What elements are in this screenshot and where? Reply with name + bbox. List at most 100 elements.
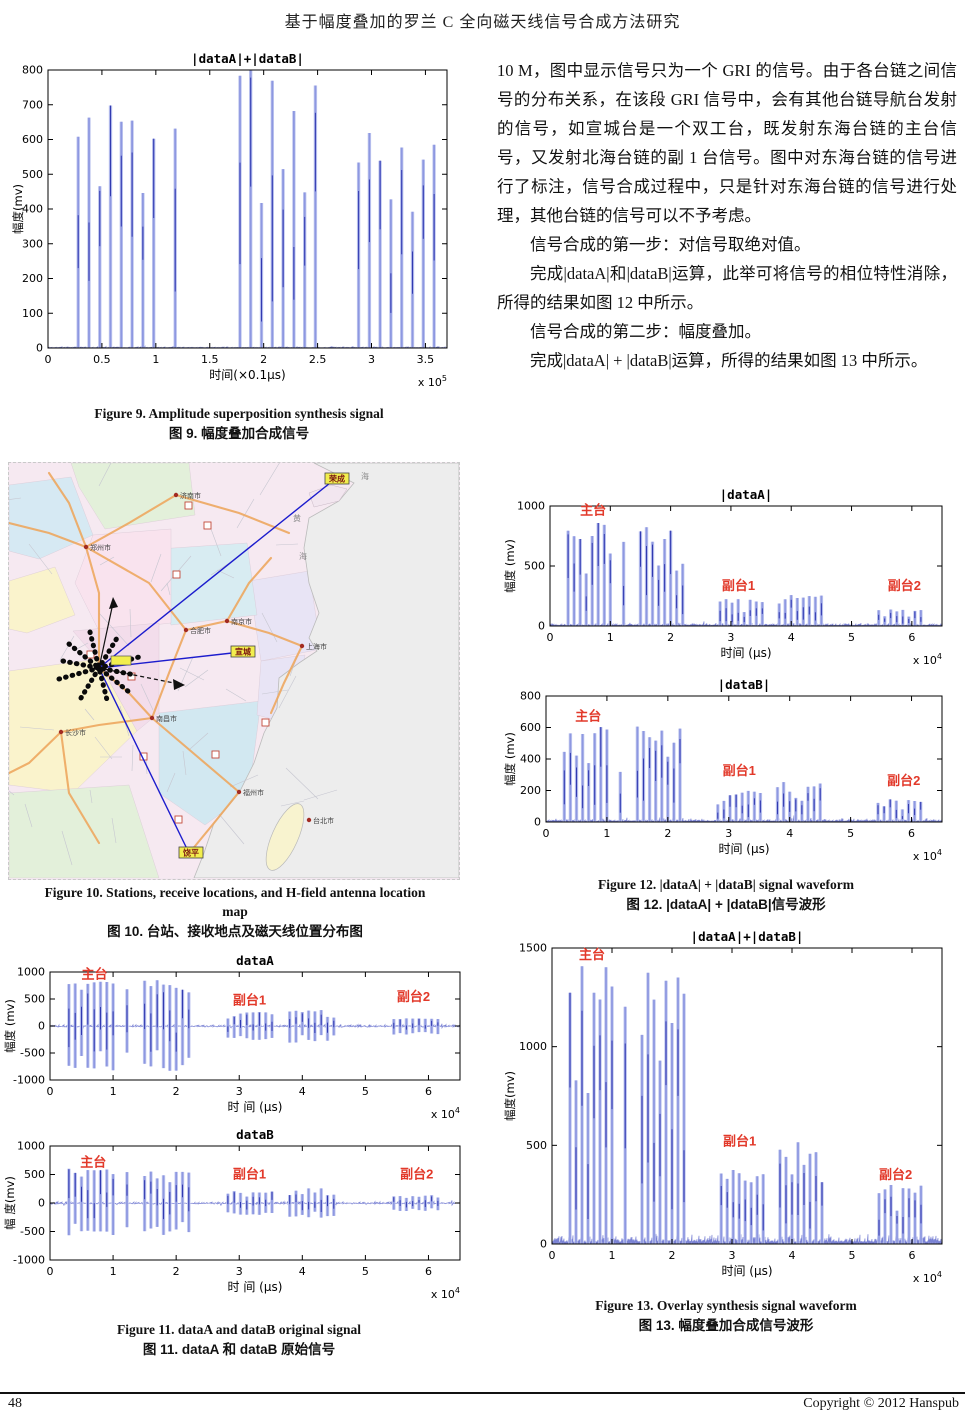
svg-text:0: 0 (540, 1238, 547, 1251)
svg-text:福州市: 福州市 (243, 788, 264, 797)
svg-text:3: 3 (368, 353, 375, 366)
svg-text:2.5: 2.5 (309, 353, 327, 366)
svg-text:3: 3 (729, 1249, 736, 1262)
article-paragraph-4: 信号合成的第二步：幅度叠加。 (530, 322, 761, 341)
svg-text:dataB: dataB (236, 1127, 274, 1142)
svg-text:100: 100 (22, 307, 43, 320)
fig11-caption-zh: 图 11. dataA 和 dataB 原始信号 (142, 1342, 336, 1357)
svg-text:海: 海 (361, 471, 369, 481)
svg-text:6: 6 (909, 1249, 916, 1262)
svg-text:0: 0 (47, 1265, 54, 1278)
svg-text:副台1: 副台1 (233, 992, 266, 1007)
fig9-waveform-chart: 0 0.5 1 1.5 2 2.5 3 3.5 0 100 200 300 400 500 600 700 80… (10, 50, 465, 396)
svg-text:主台: 主台 (575, 708, 601, 723)
svg-text:800: 800 (520, 690, 541, 703)
svg-text:1000: 1000 (17, 1140, 45, 1153)
svg-text:x 104: x 104 (913, 848, 942, 863)
fig11-dataB-chart: 0 1 2 3 4 5 6 -1000 -500 0 500 1000 dataB 幅 度(mv) 时 间 … (2, 1126, 478, 1308)
fig10-caption-en-line2: map (222, 904, 248, 919)
svg-text:时间(×0.1μs): 时间(×0.1μs) (209, 368, 285, 382)
svg-text:主台: 主台 (82, 966, 108, 981)
svg-text:3: 3 (727, 631, 734, 644)
svg-text:3: 3 (725, 827, 732, 840)
svg-text:200: 200 (520, 784, 541, 797)
svg-text:副台2: 副台2 (879, 1167, 912, 1182)
svg-text:dataA: dataA (236, 953, 274, 968)
svg-text:5: 5 (849, 1249, 856, 1262)
svg-text:800: 800 (22, 64, 43, 77)
fig10-caption-zh: 图 10. 台站、接收地点及磁天线位置分布图 (107, 924, 363, 939)
svg-text:5: 5 (848, 631, 855, 644)
svg-text:|dataA|+|dataB|: |dataA|+|dataB| (691, 929, 804, 944)
svg-text:1000: 1000 (17, 966, 45, 979)
svg-text:600: 600 (520, 721, 541, 734)
svg-text:0.5: 0.5 (93, 353, 111, 366)
svg-text:|dataB|: |dataB| (718, 677, 771, 692)
svg-text:荣成: 荣成 (328, 474, 345, 484)
svg-text:0: 0 (543, 827, 550, 840)
svg-text:海: 海 (299, 551, 307, 561)
svg-text:1000: 1000 (519, 1040, 547, 1053)
fig9-caption-zh: 图 9. 幅度叠加合成信号 (168, 426, 310, 441)
svg-text:合肥市: 合肥市 (190, 626, 211, 635)
svg-text:0: 0 (38, 1197, 45, 1210)
fig13-caption-en: Figure 13. Overlay synthesis signal wave… (595, 1298, 857, 1313)
svg-text:500: 500 (24, 993, 45, 1006)
svg-text:0: 0 (547, 631, 554, 644)
svg-text:6: 6 (425, 1085, 432, 1098)
svg-text:4: 4 (789, 1249, 796, 1262)
svg-text:x 104: x 104 (431, 1286, 460, 1301)
svg-text:济南市: 济南市 (180, 491, 201, 500)
svg-text:3: 3 (236, 1265, 243, 1278)
svg-text:2: 2 (173, 1085, 180, 1098)
svg-text:2: 2 (667, 631, 674, 644)
svg-text:幅度 (mv): 幅度 (mv) (3, 999, 17, 1053)
svg-text:500: 500 (22, 168, 43, 181)
svg-text:2: 2 (260, 353, 267, 366)
copyright-text: Copyright © 2012 Hanspub (803, 1396, 959, 1411)
svg-text:6: 6 (908, 631, 915, 644)
svg-text:x 104: x 104 (913, 652, 942, 667)
svg-text:副台1: 副台1 (233, 1166, 266, 1181)
svg-text:幅度 (mv): 幅度 (mv) (503, 539, 517, 593)
svg-text:|dataA|: |dataA| (720, 487, 773, 502)
fig11-caption: Figure 11. dataA and dataB original sign… (0, 1320, 478, 1360)
svg-text:4: 4 (788, 631, 795, 644)
fig9-caption-en: Figure 9. Amplitude superposition synthe… (94, 406, 384, 421)
article-paragraph-5: 完成|dataA| + |dataB|运算，所得的结果如图 13 中所示。 (530, 351, 928, 370)
svg-text:1: 1 (607, 631, 614, 644)
svg-text:5: 5 (847, 827, 854, 840)
fig13-caption-zh: 图 13. 幅度叠加合成信号波形 (638, 1318, 814, 1333)
svg-text:x 104: x 104 (431, 1106, 460, 1121)
svg-text:0: 0 (38, 1020, 45, 1033)
svg-text:4: 4 (299, 1085, 306, 1098)
svg-text:400: 400 (22, 203, 43, 216)
svg-text:副台2: 副台2 (887, 773, 920, 788)
svg-text:-500: -500 (20, 1225, 45, 1238)
svg-text:-500: -500 (20, 1047, 45, 1060)
svg-text:主台: 主台 (579, 947, 605, 962)
svg-text:-1000: -1000 (13, 1074, 45, 1087)
svg-text:0: 0 (47, 1085, 54, 1098)
fig10-caption: Figure 10. Stations, receive locations, … (0, 883, 470, 942)
svg-text:-1000: -1000 (13, 1254, 45, 1267)
svg-text:0: 0 (538, 620, 545, 633)
svg-text:2: 2 (669, 1249, 676, 1262)
svg-text:1000: 1000 (517, 500, 545, 513)
svg-text:1: 1 (603, 827, 610, 840)
svg-text:时 间 (μs): 时 间 (μs) (228, 1280, 283, 1294)
fig12-caption-en: Figure 12. |dataA| + |dataB| signal wave… (598, 877, 854, 892)
svg-text:时间 (μs): 时间 (μs) (718, 842, 769, 856)
fig9-caption: Figure 9. Amplitude superposition synthe… (0, 404, 478, 444)
svg-text:700: 700 (22, 98, 43, 111)
svg-text:2: 2 (173, 1265, 180, 1278)
svg-text:5: 5 (362, 1265, 369, 1278)
svg-text:副台2: 副台2 (888, 578, 921, 593)
article-paragraph-2: 信号合成的第一步：对信号取绝对值。 (530, 235, 811, 254)
fig12-caption: Figure 12. |dataA| + |dataB| signal wave… (495, 875, 957, 915)
fig12-absA-chart: 0 1 2 3 4 5 6 0 500 1000 |dataA| 幅度 (mv) 时间 (μs) x 10… (502, 486, 960, 674)
article-text: 10 M，图中显示信号只为一个 GRI 的信号。由于各台链之间信号的分布关系，在… (497, 56, 957, 375)
svg-text:1: 1 (609, 1249, 616, 1262)
svg-text:6: 6 (908, 827, 915, 840)
